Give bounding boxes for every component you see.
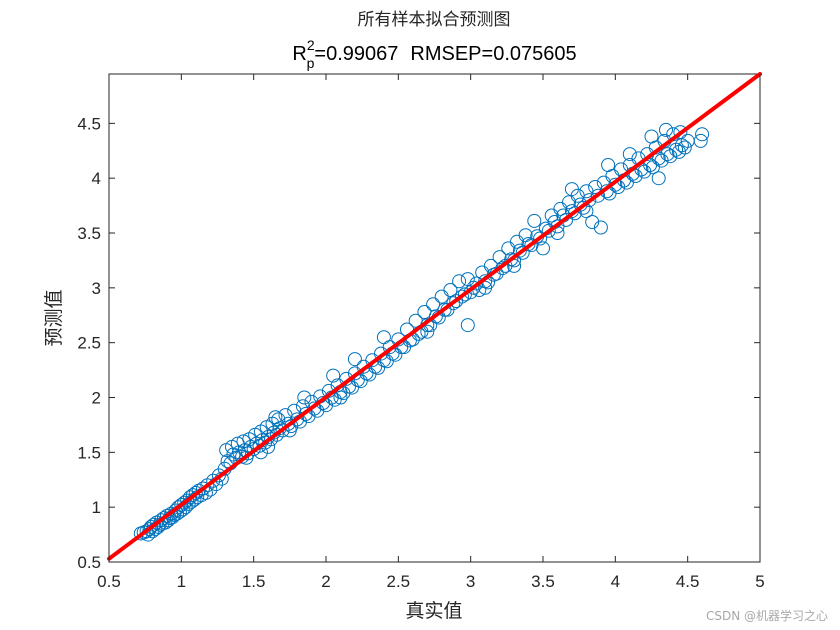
- data-point: [478, 280, 493, 295]
- data-point: [196, 481, 210, 496]
- y-tick-label: 0.5: [77, 553, 101, 572]
- data-point: [420, 324, 435, 339]
- r-subscript: p: [307, 55, 315, 71]
- data-point: [651, 171, 666, 186]
- chart-title: 所有样本拟合预测图: [358, 10, 511, 30]
- data-point: [388, 347, 403, 362]
- data-point: [297, 390, 312, 405]
- fit-line: [107, 72, 762, 561]
- data-point: [460, 318, 475, 333]
- data-point: [601, 158, 616, 172]
- r-value: =0.99067: [314, 43, 398, 65]
- r-symbol: R: [292, 43, 306, 65]
- x-tick-label: 2.5: [387, 572, 411, 591]
- data-point: [290, 412, 305, 427]
- data-point: [585, 215, 600, 229]
- y-tick-label: 3.5: [77, 224, 101, 243]
- data-point: [287, 403, 302, 418]
- y-axis-label: 预测值: [43, 289, 65, 346]
- data-point: [673, 125, 688, 140]
- data-point: [455, 289, 469, 304]
- data-point: [677, 140, 692, 155]
- data-point: [660, 147, 675, 162]
- x-tick-label: 3.5: [531, 572, 555, 591]
- data-point: [536, 241, 550, 256]
- data-point: [593, 220, 608, 235]
- data-point: [582, 193, 597, 208]
- y-tick-label: 4: [92, 169, 101, 188]
- data-point: [527, 213, 542, 228]
- data-point: [206, 473, 221, 488]
- r-superscript: 2: [307, 37, 315, 53]
- data-point: [347, 352, 362, 367]
- data-point: [469, 276, 484, 291]
- data-point: [695, 127, 710, 142]
- y-tick-label: 1.5: [77, 443, 101, 462]
- fit-line-layer: [107, 72, 762, 561]
- x-axis-label: 真实值: [405, 600, 462, 622]
- watermark: CSDN @机器学习之心: [705, 609, 828, 623]
- data-point: [644, 129, 659, 144]
- data-point: [281, 416, 296, 431]
- x-tick-label: 4: [611, 572, 620, 591]
- x-tick-label: 4.5: [676, 572, 700, 591]
- data-point: [333, 390, 348, 405]
- data-point: [452, 274, 467, 289]
- data-point: [239, 450, 254, 465]
- y-tick-label: 4.5: [77, 114, 101, 133]
- x-tick-label: 1: [177, 572, 186, 591]
- data-point: [466, 280, 481, 295]
- data-point: [622, 147, 637, 162]
- x-tick-label: 5: [755, 572, 764, 591]
- data-point: [376, 330, 391, 345]
- data-point: [564, 182, 579, 197]
- x-tick-label: 2: [321, 572, 330, 591]
- y-tick-label: 2.5: [77, 334, 101, 353]
- y-tick-label: 3: [92, 279, 101, 298]
- x-tick-label: 0.5: [97, 572, 121, 591]
- x-axis-ticks: 0.5 1 1.5 2 2.5 3 3.5 4 4.5 5: [97, 74, 765, 591]
- data-point: [659, 122, 673, 137]
- y-tick-label: 2: [92, 389, 101, 408]
- data-point: [326, 368, 341, 383]
- y-tick-label: 1: [92, 498, 101, 517]
- data-point: [591, 188, 605, 203]
- rmsep-value: RMSEP=0.075605: [410, 43, 576, 65]
- data-point: [693, 133, 708, 148]
- x-tick-label: 3: [466, 572, 475, 591]
- chart-subtitle: R2 p=0.99067 RMSEP=0.075605: [292, 37, 576, 71]
- y-axis-ticks: 0.5 1 1.5 2 2.5 3 3.5 4 4.5: [77, 114, 760, 572]
- data-point: [443, 283, 458, 297]
- x-tick-label: 1.5: [242, 572, 266, 591]
- data-point: [268, 410, 283, 425]
